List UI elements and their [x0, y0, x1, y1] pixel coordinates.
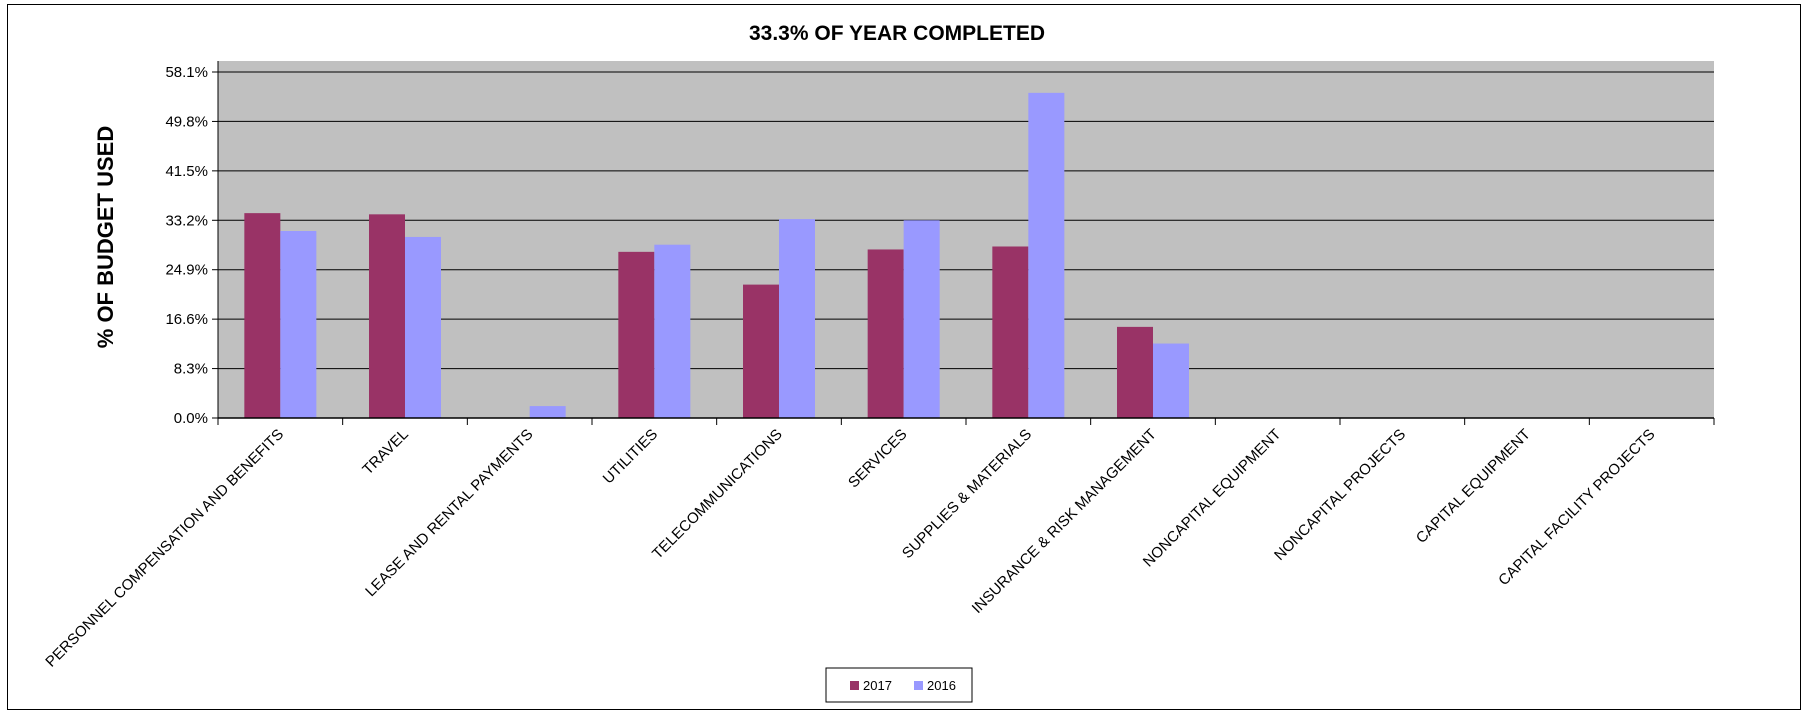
bar-2017	[992, 246, 1029, 418]
category-label: PERSONNEL COMPENSATION AND BENEFITS	[42, 426, 287, 671]
y-tick-label: 58.1%	[165, 64, 208, 81]
legend: 2017 2016	[825, 667, 973, 703]
chart-title: 33.3% OF YEAR COMPLETED	[749, 22, 1045, 45]
bar-2016	[903, 220, 940, 418]
y-tick-label: 24.9%	[165, 262, 208, 279]
legend-label-2016: 2016	[927, 678, 956, 693]
y-tick-label: 16.6%	[165, 311, 208, 328]
bar-2016	[1028, 92, 1065, 418]
bar-2017	[743, 284, 779, 418]
bar-2016	[405, 236, 441, 418]
bar-2016	[280, 231, 317, 418]
plot-area: 0.0% 8.3% 16.6% 24.9% 33.2% 41.5% 49.8% 58.1% PE…	[42, 61, 1715, 671]
category-label: SUPPLIES & MATERIALS	[899, 426, 1035, 562]
bar-2016	[1153, 343, 1189, 418]
legend-swatch-2017	[850, 681, 859, 690]
y-tick-label: 0.0%	[174, 410, 208, 427]
y-tick-label: 33.2%	[165, 212, 208, 229]
y-axis-label: % OF BUDGET USED	[93, 126, 118, 348]
bar-2016	[654, 244, 691, 418]
y-tick-label: 41.5%	[165, 163, 208, 180]
category-label: UTILITIES	[600, 426, 662, 488]
y-tick-label: 8.3%	[174, 361, 208, 378]
category-label: NONCAPITAL EQUIPMENT	[1140, 426, 1285, 571]
category-label: TELECOMMUNICATIONS	[649, 426, 786, 563]
bar-2016	[779, 219, 815, 418]
category-label: SERVICES	[845, 426, 910, 491]
y-tick-label: 49.8%	[165, 113, 208, 130]
bar-2017	[369, 214, 405, 418]
bar-2017	[618, 251, 655, 418]
category-label: TRAVEL	[359, 426, 412, 479]
category-label: NONCAPITAL PROJECTS	[1271, 426, 1409, 564]
bar-2016	[529, 406, 566, 418]
bar-2017	[1117, 326, 1153, 418]
category-label: CAPITAL EQUIPMENT	[1413, 426, 1534, 547]
legend-swatch-2016	[914, 681, 923, 690]
plot-background	[218, 61, 1714, 418]
bar-2017	[867, 249, 904, 418]
legend-label-2017: 2017	[863, 678, 892, 693]
bar-2017	[244, 213, 281, 418]
